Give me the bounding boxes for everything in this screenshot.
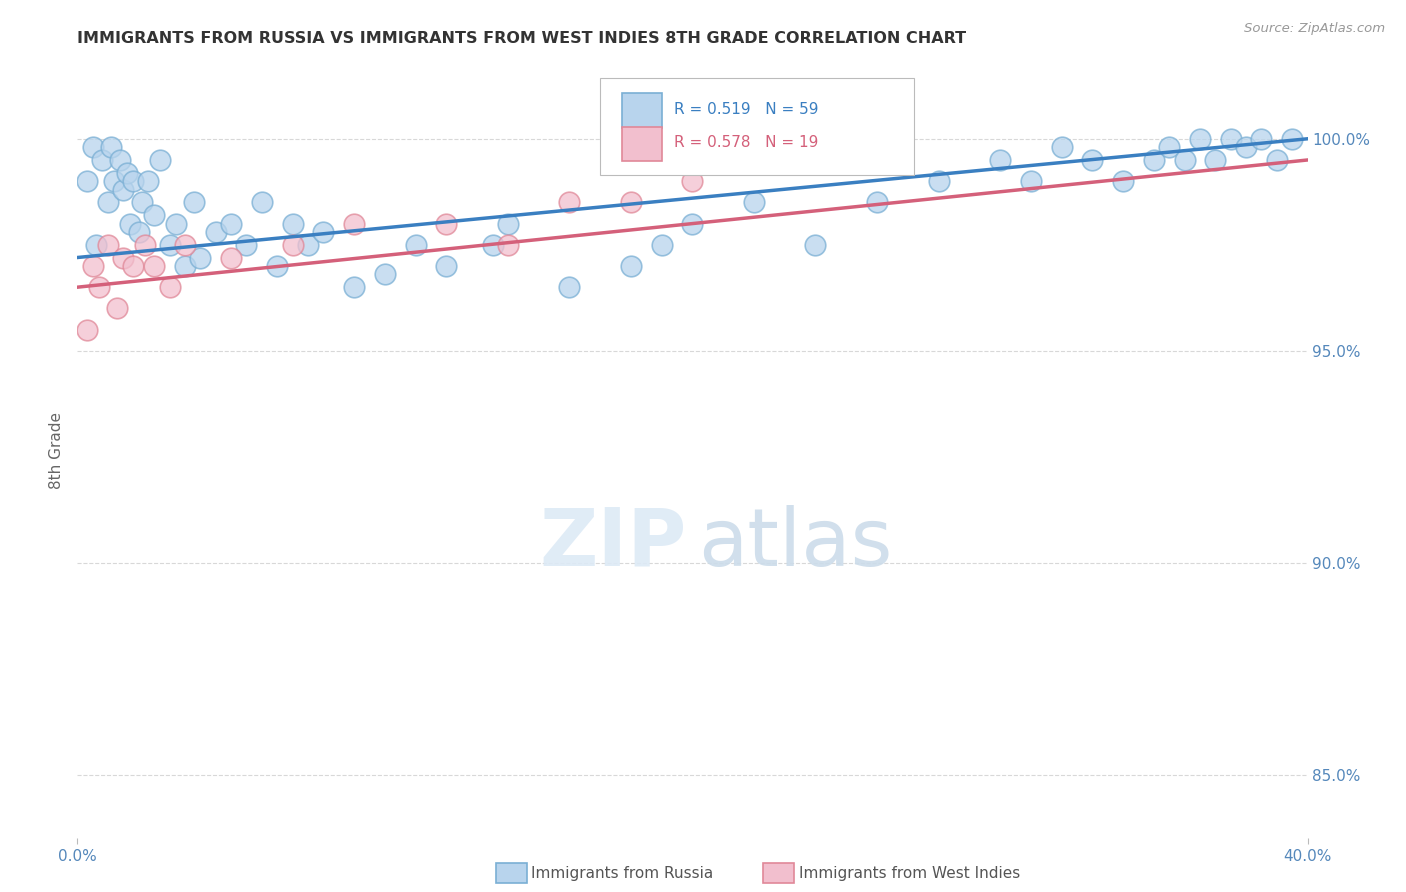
Point: [121, 259, 143, 273]
Point: [742, 195, 765, 210]
FancyBboxPatch shape: [623, 127, 662, 161]
Point: [90, 153, 114, 167]
Point: [204, 225, 226, 239]
Point: [1081, 153, 1104, 167]
Point: [219, 217, 242, 231]
Point: [118, 217, 141, 231]
Point: [481, 237, 503, 252]
Text: R = 0.519   N = 59: R = 0.519 N = 59: [673, 102, 818, 117]
Point: [115, 166, 138, 180]
Point: [297, 237, 319, 252]
Point: [174, 237, 197, 252]
Point: [235, 237, 257, 252]
Point: [312, 225, 335, 239]
Point: [266, 259, 288, 273]
Text: Immigrants from Russia: Immigrants from Russia: [531, 866, 714, 880]
Point: [100, 140, 122, 154]
Point: [1050, 140, 1073, 154]
Point: [143, 259, 166, 273]
Point: [97, 237, 120, 252]
Point: [82, 140, 104, 154]
Point: [183, 195, 205, 210]
Point: [620, 195, 643, 210]
Point: [112, 183, 135, 197]
Point: [110, 153, 132, 167]
Point: [105, 301, 128, 316]
Point: [174, 259, 197, 273]
Point: [76, 174, 98, 188]
FancyBboxPatch shape: [623, 94, 662, 128]
Point: [112, 251, 135, 265]
Point: [1019, 174, 1042, 188]
Point: [219, 251, 242, 265]
Point: [405, 237, 427, 252]
Point: [496, 217, 519, 231]
Point: [159, 280, 181, 294]
Text: Immigrants from West Indies: Immigrants from West Indies: [799, 866, 1019, 880]
Point: [651, 237, 673, 252]
Point: [343, 217, 366, 231]
Point: [1250, 132, 1272, 146]
Point: [558, 195, 581, 210]
Point: [281, 237, 304, 252]
Point: [121, 174, 143, 188]
Point: [103, 174, 125, 188]
Point: [1204, 153, 1226, 167]
Point: [558, 280, 581, 294]
Text: atlas: atlas: [699, 505, 893, 582]
Point: [620, 259, 643, 273]
Point: [76, 323, 98, 337]
Point: [1143, 153, 1166, 167]
Point: [804, 237, 827, 252]
Point: [131, 195, 153, 210]
Point: [1188, 132, 1211, 146]
Point: [134, 237, 156, 252]
Text: Source: ZipAtlas.com: Source: ZipAtlas.com: [1244, 22, 1385, 36]
Point: [682, 174, 704, 188]
Point: [1219, 132, 1241, 146]
Point: [87, 280, 110, 294]
Point: [281, 217, 304, 231]
Point: [1281, 132, 1303, 146]
Point: [1112, 174, 1135, 188]
Point: [343, 280, 366, 294]
Point: [128, 225, 150, 239]
Text: R = 0.578   N = 19: R = 0.578 N = 19: [673, 135, 818, 150]
Point: [928, 174, 950, 188]
Point: [149, 153, 172, 167]
Point: [143, 208, 166, 222]
Point: [82, 259, 104, 273]
Point: [1265, 153, 1288, 167]
Point: [1159, 140, 1181, 154]
Point: [496, 237, 519, 252]
Point: [165, 217, 187, 231]
Point: [436, 259, 458, 273]
Point: [136, 174, 159, 188]
FancyBboxPatch shape: [600, 78, 914, 175]
Point: [866, 195, 889, 210]
Point: [1234, 140, 1257, 154]
Point: [374, 268, 396, 282]
Point: [436, 217, 458, 231]
Point: [159, 237, 181, 252]
Point: [97, 195, 120, 210]
Y-axis label: 8th Grade: 8th Grade: [49, 412, 65, 489]
Text: IMMIGRANTS FROM RUSSIA VS IMMIGRANTS FROM WEST INDIES 8TH GRADE CORRELATION CHAR: IMMIGRANTS FROM RUSSIA VS IMMIGRANTS FRO…: [77, 31, 966, 46]
Point: [682, 217, 704, 231]
Point: [1174, 153, 1197, 167]
Text: ZIP: ZIP: [538, 505, 686, 582]
Point: [84, 237, 107, 252]
Point: [250, 195, 273, 210]
Point: [988, 153, 1011, 167]
Point: [188, 251, 212, 265]
